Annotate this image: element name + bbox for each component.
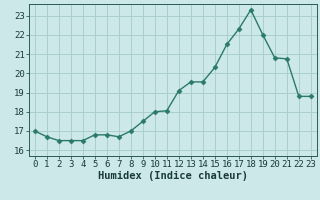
X-axis label: Humidex (Indice chaleur): Humidex (Indice chaleur) [98,171,248,181]
